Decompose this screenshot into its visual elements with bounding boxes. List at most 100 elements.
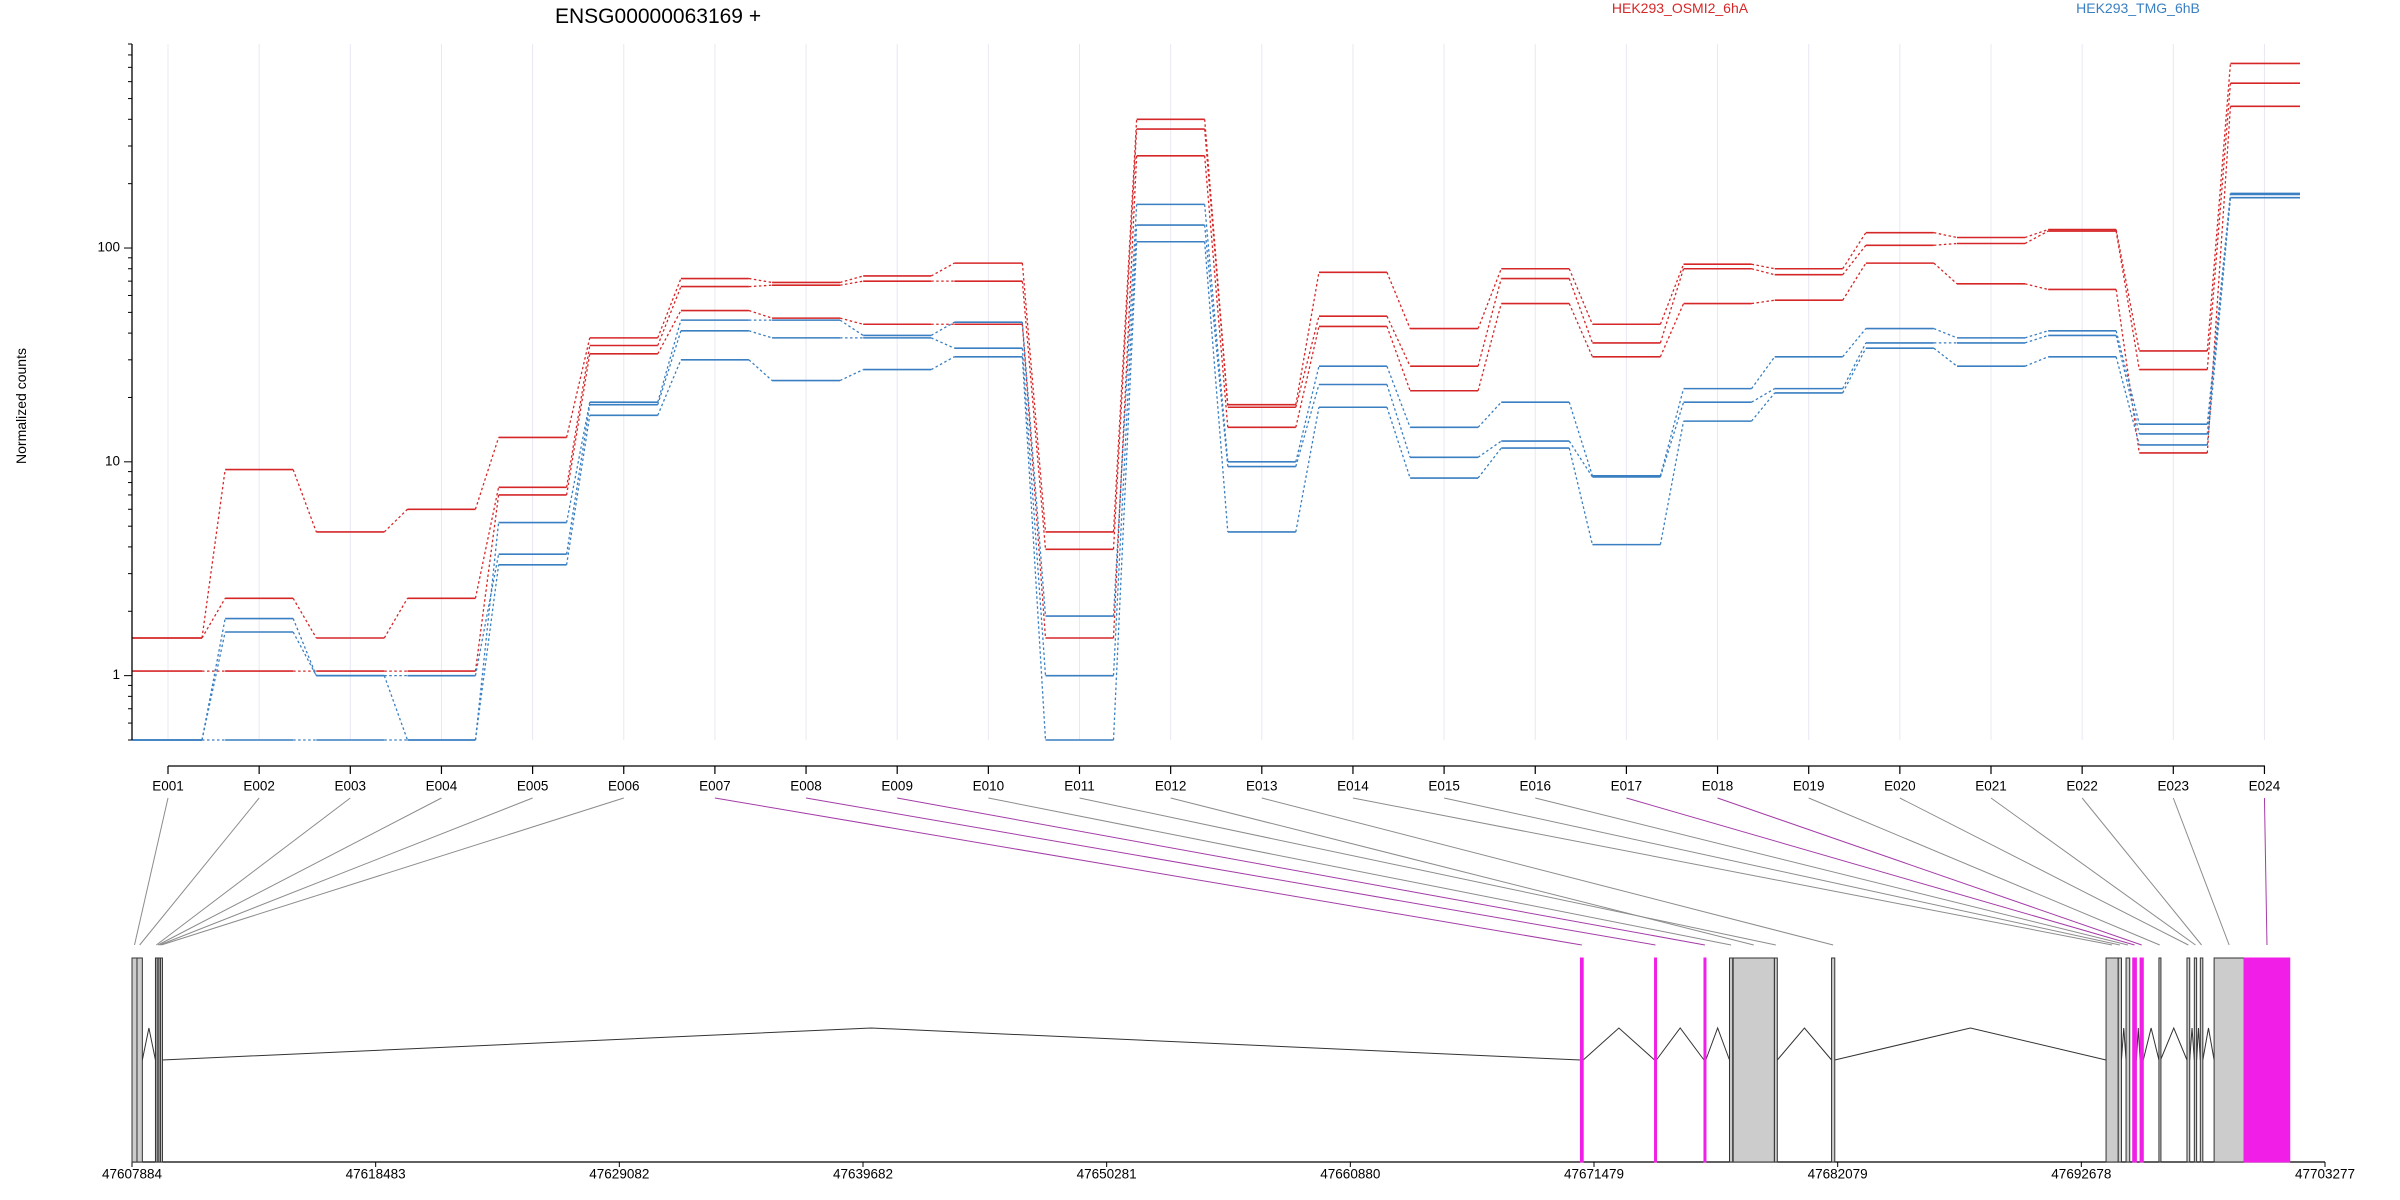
series-transition	[1021, 324, 1047, 639]
series-transition	[657, 278, 682, 339]
x-tick-label: E015	[1428, 779, 1460, 794]
genomic-tick-label: 47650281	[1077, 1167, 1137, 1182]
intron-line	[2160, 1026, 2188, 1061]
series-transition	[292, 631, 317, 676]
series-transition	[201, 597, 226, 639]
connector-E010	[988, 797, 1732, 946]
exon-block-E023	[2213, 957, 2245, 1163]
series-transition	[839, 275, 864, 284]
series-transition	[1842, 262, 1867, 301]
intron-line	[2142, 1027, 2160, 1061]
series-transition	[1751, 388, 1776, 403]
series-transition	[565, 402, 591, 523]
x-tick-label: E012	[1155, 779, 1187, 794]
series-transition	[1659, 402, 1685, 478]
y-axis-label: Normalized counts	[13, 348, 29, 464]
x-tick-label: E021	[1975, 779, 2007, 794]
series-transition	[1751, 356, 1776, 390]
series-transition	[1751, 268, 1775, 276]
series-transition	[2206, 197, 2232, 445]
series-transition	[1568, 268, 1593, 325]
series-transition	[2024, 356, 2049, 367]
series-transition	[839, 369, 864, 382]
series-transition	[383, 597, 409, 639]
series-transition	[1842, 244, 1867, 276]
connector-E022	[2081, 797, 2202, 946]
legend-entry-condition-a: HEK293_OSMI2_6hA	[1612, 0, 1749, 16]
series-transition	[1112, 119, 1138, 532]
series-5	[132, 193, 2300, 741]
exon-block-E008	[1654, 957, 1658, 1163]
connector-E015	[1443, 797, 2120, 946]
series-transition	[1112, 204, 1138, 617]
series-transition	[839, 317, 864, 325]
series-transition	[1021, 263, 1047, 532]
intron-line	[141, 1027, 156, 1061]
series-transition	[1386, 315, 1411, 367]
series-3	[132, 105, 2300, 672]
exon-block-E021	[2193, 957, 2198, 1163]
series-transition	[748, 277, 773, 284]
series-transition	[2115, 289, 2140, 454]
series-transition	[1295, 272, 1320, 405]
connector-E018	[1717, 797, 2142, 946]
genomic-tick-label: 47607884	[102, 1167, 163, 1182]
series-transition	[1568, 447, 1594, 545]
series-transition	[1386, 407, 1411, 479]
series-transition	[657, 359, 682, 416]
series-1	[132, 62, 2300, 639]
connector-E003	[156, 797, 351, 946]
series-transition	[2206, 63, 2232, 352]
series-transition	[657, 310, 682, 355]
series-transition	[292, 618, 317, 676]
x-tick-label: E004	[426, 779, 458, 794]
genomic-tick-label: 47639682	[833, 1167, 893, 1182]
genomic-tick-label: 47682079	[1808, 1167, 1868, 1182]
grid	[167, 44, 2265, 740]
series-transition	[1751, 299, 1775, 305]
series-transition	[1477, 447, 1502, 479]
series-transition	[1659, 388, 1685, 477]
series-transition	[1021, 356, 1047, 741]
exon-block-E002	[136, 957, 143, 1163]
y-tick-label: 100	[97, 240, 120, 255]
intron-line	[2189, 1027, 2195, 1061]
series-transition	[748, 284, 773, 288]
series-transition	[1477, 268, 1502, 329]
series-transition	[201, 469, 226, 639]
connector-E024	[2263, 797, 2268, 946]
exon-block-E019	[2158, 957, 2162, 1163]
x-tick-label: E023	[2158, 779, 2190, 794]
series-transition	[1112, 129, 1138, 550]
exon-blocks	[131, 957, 2291, 1163]
series-transition	[1477, 303, 1502, 391]
series-transition	[2115, 335, 2140, 435]
series-transition	[1295, 366, 1320, 462]
series-transition	[474, 564, 500, 741]
series-transition	[2115, 229, 2140, 352]
series-transition	[1842, 342, 1867, 389]
intron-line	[2196, 1027, 2201, 1061]
series-transition	[1386, 272, 1411, 329]
series-transition	[2024, 330, 2049, 339]
connector-E014	[1352, 797, 2113, 946]
genomic-tick-label: 47671479	[1564, 1167, 1624, 1182]
connector-E017	[1626, 797, 2135, 946]
series-transition	[748, 330, 773, 339]
series-transition	[565, 415, 591, 565]
connector-E001	[134, 797, 169, 946]
series-transition	[748, 359, 773, 382]
x-tick-label: E017	[1611, 779, 1643, 794]
series-transition	[1933, 262, 1958, 285]
connector-E007	[714, 797, 1582, 946]
exon-block-E018	[2139, 957, 2144, 1163]
x-tick-label: E020	[1884, 779, 1916, 794]
series-transition	[2115, 356, 2140, 446]
series-4	[132, 192, 2300, 741]
chart-title: ENSG00000063169 +	[555, 5, 761, 28]
connector-E009	[897, 797, 1705, 946]
series-transition	[2206, 83, 2232, 370]
axes: E001 E002 E003 E004 E005 E006 E007 E008 E009 E010…	[97, 43, 2281, 794]
x-tick-label: E013	[1246, 779, 1278, 794]
